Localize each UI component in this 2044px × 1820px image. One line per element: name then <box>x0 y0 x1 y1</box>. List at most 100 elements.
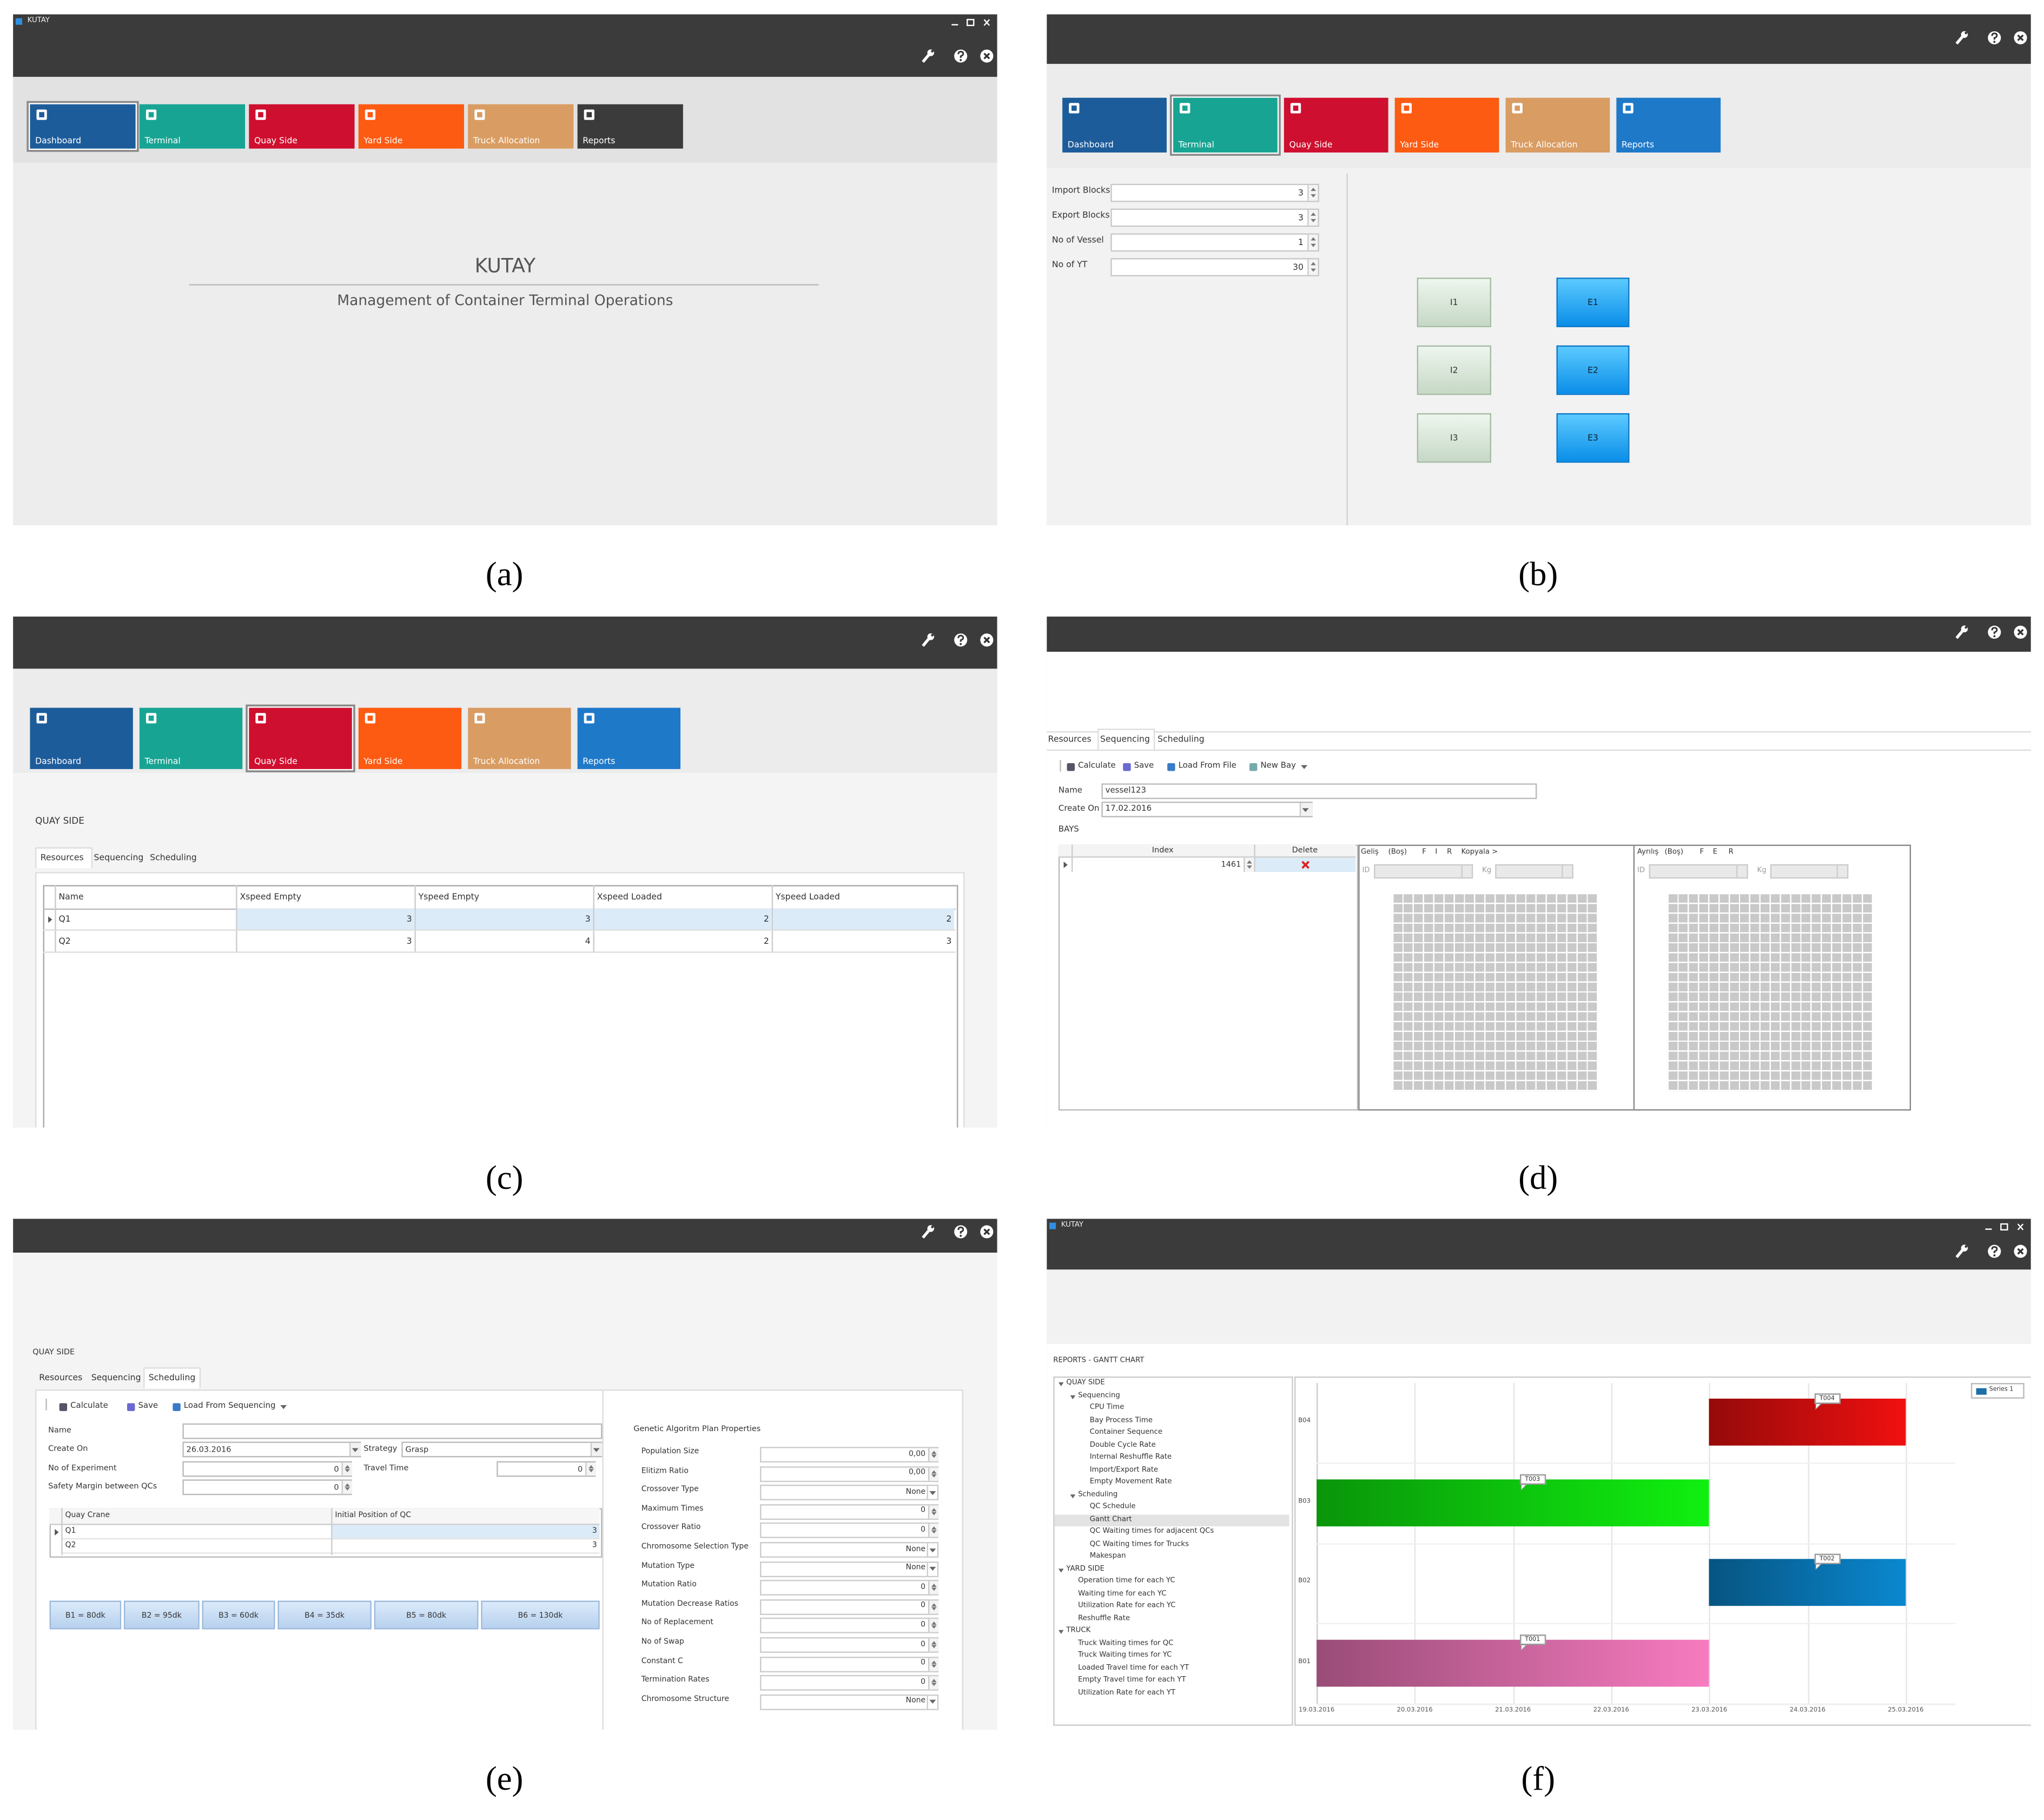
export-block[interactable]: E1 <box>1556 277 1630 327</box>
tree-item[interactable]: YARD SIDE <box>1066 1565 1105 1573</box>
toolbar-button[interactable]: Save <box>1134 761 1154 771</box>
property-input[interactable]: 0 <box>760 1504 939 1520</box>
text-input[interactable]: vessel123 <box>1101 783 1537 799</box>
nav-tile[interactable]: Truck Allocation <box>1505 97 1610 153</box>
bay-button[interactable]: B4 = 35dk <box>277 1600 372 1630</box>
tree-item[interactable]: Scheduling <box>1078 1491 1118 1499</box>
text-input[interactable]: Grasp <box>401 1441 603 1458</box>
toolbar-button[interactable]: Load From Sequencing <box>183 1401 276 1411</box>
tree-item[interactable]: Internal Reshuffle Rate <box>1089 1453 1172 1461</box>
toolbar-button[interactable]: New Bay <box>1260 761 1296 771</box>
nav-tile[interactable]: Truck Allocation <box>468 707 571 769</box>
nav-tile[interactable]: Terminal <box>139 707 243 769</box>
bay-button[interactable]: B1 = 80dk <box>49 1600 122 1630</box>
bay-button[interactable]: B3 = 60dk <box>202 1600 275 1630</box>
tab[interactable]: Resources <box>1048 733 1092 745</box>
toolbar-button[interactable]: Load From File <box>1178 761 1236 771</box>
nav-tile[interactable]: Reports <box>577 707 681 769</box>
tab[interactable]: Scheduling <box>1157 733 1205 745</box>
tree-item[interactable]: Truck Waiting times for QC <box>1078 1639 1174 1648</box>
nav-tile[interactable]: Dashboard <box>30 104 136 149</box>
nav-tile[interactable]: Dashboard <box>1062 97 1167 153</box>
tab[interactable]: Sequencing <box>91 1372 141 1384</box>
property-input[interactable]: 0 <box>760 1523 939 1539</box>
property-input[interactable]: 0 <box>760 1599 939 1615</box>
nav-tile[interactable]: Dashboard <box>30 707 133 769</box>
tree-item[interactable]: QC Waiting times for Trucks <box>1089 1540 1189 1548</box>
tree-item[interactable]: Gantt Chart <box>1089 1515 1132 1524</box>
number-input[interactable]: 1 <box>1110 233 1319 252</box>
nav-tile[interactable]: Reports <box>1616 97 1721 153</box>
import-block[interactable]: I2 <box>1417 345 1492 395</box>
nav-tile[interactable]: Quay Side <box>249 104 355 149</box>
text-input[interactable] <box>182 1423 603 1439</box>
bay-button[interactable]: B2 = 95dk <box>123 1600 200 1630</box>
tab[interactable]: Sequencing <box>94 852 144 863</box>
tree-item[interactable]: QUAY SIDE <box>1066 1379 1105 1387</box>
number-input[interactable]: 3 <box>1110 208 1319 227</box>
nav-tile[interactable]: Yard Side <box>358 707 462 769</box>
tab[interactable]: Scheduling <box>148 1372 196 1384</box>
tab[interactable]: Resources <box>40 852 84 863</box>
property-input[interactable]: None <box>760 1561 939 1577</box>
property-input[interactable]: 0 <box>760 1580 939 1596</box>
tree-item[interactable]: Empty Travel time for each YT <box>1078 1677 1186 1685</box>
tab[interactable]: Scheduling <box>150 852 197 863</box>
export-block[interactable]: E3 <box>1556 413 1630 463</box>
tree-item[interactable]: Waiting time for each YC <box>1078 1590 1167 1598</box>
number-input[interactable]: 3 <box>1110 183 1319 202</box>
nav-tile[interactable]: Yard Side <box>1394 97 1499 153</box>
tree-item[interactable]: Double Cycle Rate <box>1089 1441 1156 1449</box>
tree-item[interactable]: CPU Time <box>1089 1404 1124 1412</box>
text-input[interactable]: 17.02.2016 <box>1101 802 1313 818</box>
text-input[interactable]: 0 <box>497 1461 596 1477</box>
tree-item[interactable]: Bay Process Time <box>1089 1416 1153 1425</box>
property-input[interactable]: 0 <box>760 1656 939 1672</box>
field-label: Create On <box>48 1444 88 1454</box>
nav-tile[interactable]: Truck Allocation <box>468 104 574 149</box>
text-input[interactable]: 0 <box>182 1479 352 1495</box>
tree-item[interactable]: QC Schedule <box>1089 1503 1136 1511</box>
tree-item[interactable]: Operation time for each YC <box>1078 1577 1175 1586</box>
grid-cell: Q1 <box>62 1525 332 1540</box>
tree-item[interactable]: Empty Movement Rate <box>1089 1478 1172 1486</box>
tree-item[interactable]: Truck Waiting times for YC <box>1078 1652 1172 1660</box>
nav-tile[interactable]: Terminal <box>1173 97 1278 153</box>
bay-button[interactable]: B6 = 130dk <box>481 1600 600 1630</box>
text-input[interactable]: 0 <box>182 1461 352 1477</box>
tree-item[interactable]: Container Sequence <box>1089 1428 1163 1437</box>
tree-item[interactable]: Loaded Travel time for each YT <box>1078 1664 1189 1672</box>
tree-item[interactable]: Reshuffle Rate <box>1078 1614 1130 1623</box>
tab[interactable]: Resources <box>39 1372 83 1384</box>
import-block[interactable]: I3 <box>1417 413 1492 463</box>
property-input[interactable]: None <box>760 1542 939 1558</box>
nav-tile[interactable]: Terminal <box>139 104 246 149</box>
tree-item[interactable]: Import/Export Rate <box>1089 1466 1159 1474</box>
tree-item[interactable]: Utilization Rate for each YT <box>1078 1689 1176 1697</box>
property-input[interactable]: 0 <box>760 1637 939 1653</box>
property-input[interactable]: 0 <box>760 1618 939 1634</box>
nav-tile[interactable]: Reports <box>577 104 683 149</box>
text-input[interactable]: 26.03.2016 <box>182 1441 361 1458</box>
property-input[interactable]: 0,00 <box>760 1447 939 1463</box>
tree-item[interactable]: QC Waiting times for adjacent QCs <box>1089 1528 1214 1536</box>
nav-tile[interactable]: Quay Side <box>249 707 352 769</box>
property-input[interactable]: None <box>760 1694 939 1710</box>
property-input[interactable]: None <box>760 1485 939 1501</box>
nav-tile[interactable]: Quay Side <box>1284 97 1388 153</box>
property-input[interactable]: 0,00 <box>760 1466 939 1482</box>
tree-item[interactable]: Makespan <box>1089 1552 1126 1561</box>
toolbar-button[interactable]: Save <box>138 1401 158 1411</box>
import-block[interactable]: I1 <box>1417 277 1492 327</box>
toolbar-button[interactable]: Calculate <box>1078 761 1116 771</box>
property-input[interactable]: 0 <box>760 1675 939 1691</box>
nav-tile[interactable]: Yard Side <box>358 104 464 149</box>
number-input[interactable]: 30 <box>1110 258 1319 276</box>
tree-item[interactable]: Sequencing <box>1078 1391 1120 1400</box>
tree-item[interactable]: Utilization Rate for each YC <box>1078 1602 1176 1611</box>
toolbar-button[interactable]: Calculate <box>70 1401 108 1411</box>
bay-button[interactable]: B5 = 80dk <box>374 1600 479 1630</box>
tree-item[interactable]: TRUCK <box>1066 1627 1091 1636</box>
tab[interactable]: Sequencing <box>1100 733 1150 745</box>
export-block[interactable]: E2 <box>1556 345 1630 395</box>
